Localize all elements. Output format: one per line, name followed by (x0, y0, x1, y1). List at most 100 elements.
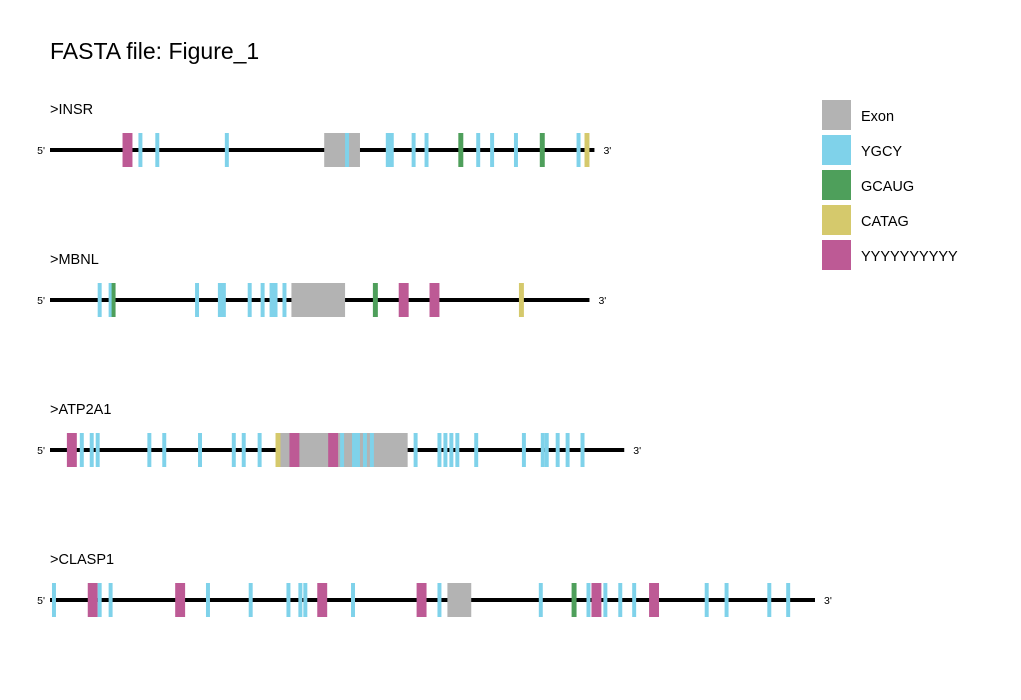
motif-catag (584, 133, 590, 167)
motif-ygcy (580, 433, 585, 467)
motif-ygcy (155, 133, 160, 167)
motif-ygcy (241, 433, 246, 467)
legend-label: Exon (861, 109, 894, 125)
motif-ygcy (603, 583, 608, 617)
motif-ygcy (257, 433, 262, 467)
figure-title: FASTA file: Figure_1 (50, 38, 260, 64)
motif-ygcy (704, 583, 709, 617)
motif-ygcy (474, 433, 479, 467)
motif-gcaug (458, 133, 464, 167)
legend-swatch (822, 205, 851, 235)
exon-block (447, 583, 472, 617)
legend-label: YYYYYYYYYY (861, 249, 958, 265)
motif-ygcy (521, 433, 526, 467)
motif-ygcy (437, 433, 442, 467)
sequence-name: >CLASP1 (50, 552, 114, 568)
motif-ygcy (298, 583, 303, 617)
motif-yyyyyyyyyy (289, 433, 300, 467)
legend-swatch (822, 240, 851, 270)
motif-ygcy (303, 583, 308, 617)
motif-ygcy (352, 433, 360, 467)
motif-catag (275, 433, 281, 467)
three-prime-label: 3' (603, 145, 611, 157)
motif-ygcy (786, 583, 791, 617)
motif-ygcy (162, 433, 167, 467)
motif-catag (518, 283, 524, 317)
motif-ygcy (455, 433, 460, 467)
motif-ygcy (424, 133, 429, 167)
motif-yyyyyyyyyy (429, 283, 440, 317)
motif-ygcy (385, 133, 394, 167)
motif-yyyyyyyyyy (87, 583, 98, 617)
motif-yyyyyyyyyy (175, 583, 186, 617)
motif-ygcy (95, 433, 100, 467)
motif-yyyyyyyyyy (398, 283, 409, 317)
motif-ygcy (224, 133, 229, 167)
motif-gcaug (372, 283, 378, 317)
motif-ygcy (576, 133, 581, 167)
three-prime-label: 3' (633, 445, 641, 457)
motif-ygcy (437, 583, 442, 617)
legend-swatch (822, 170, 851, 200)
legend-item-exon: Exon (822, 100, 894, 130)
motif-ygcy (586, 583, 591, 617)
motif-ygcy (89, 433, 94, 467)
motif-ygcy (231, 433, 236, 467)
motif-ygcy (79, 433, 84, 467)
five-prime-label: 5' (37, 145, 45, 157)
legend-label: YGCY (861, 144, 902, 160)
exon-block (291, 283, 346, 317)
motif-ygcy (411, 133, 416, 167)
motif-yyyyyyyyyy (328, 433, 339, 467)
exon-block (324, 133, 360, 167)
motif-ygcy (247, 283, 252, 317)
motif-yyyyyyyyyy (317, 583, 328, 617)
legend-label: CATAG (861, 214, 909, 230)
motif-ygcy (345, 133, 350, 167)
legend-swatch (822, 135, 851, 165)
legend: Exon YGCY GCAUG CATAG YYYYYYYYYY (822, 100, 958, 270)
motif-gcaug (539, 133, 545, 167)
five-prime-label: 5' (37, 595, 45, 607)
motif-ygcy (138, 133, 143, 167)
legend-label: GCAUG (861, 179, 914, 195)
motif-ygcy (147, 433, 152, 467)
sequence-name: >INSR (50, 102, 93, 118)
five-prime-label: 5' (37, 295, 45, 307)
legend-item-catag: CATAG (822, 205, 909, 235)
motif-ygcy (195, 283, 200, 317)
motif-ygcy (513, 133, 518, 167)
three-prime-label: 3' (598, 295, 606, 307)
motif-ygcy (51, 583, 56, 617)
legend-item-gcaug: GCAUG (822, 170, 914, 200)
legend-swatch (822, 100, 851, 130)
motif-ygcy (282, 283, 287, 317)
motif-ygcy (369, 433, 374, 467)
motif-ygcy (449, 433, 454, 467)
motif-ygcy (198, 433, 203, 467)
motif-ygcy (538, 583, 543, 617)
motif-ygcy (618, 583, 623, 617)
motif-ygcy (544, 433, 549, 467)
sequence-track-clasp1: >CLASP1 5' 3' (37, 552, 832, 617)
motif-ygcy (443, 433, 448, 467)
motif-ygcy (260, 283, 265, 317)
sequence-tracks: >INSR 5' 3' >MBNL 5' 3' >ATP2A1 5' 3' >CLASP1 5' 3' (37, 102, 832, 617)
sequence-track-atp2a1: >ATP2A1 5' 3' (37, 402, 641, 467)
motif-ygcy (97, 583, 102, 617)
motif-ygcy (632, 583, 637, 617)
sequence-name: >ATP2A1 (50, 402, 111, 418)
motif-yyyyyyyyyy (416, 583, 427, 617)
motif-ygcy (724, 583, 729, 617)
motif-ygcy (476, 133, 481, 167)
motif-yyyyyyyyyy (591, 583, 602, 617)
sequence-name: >MBNL (50, 252, 99, 268)
motif-ygcy (217, 283, 226, 317)
motif-ygcy (340, 433, 345, 467)
five-prime-label: 5' (37, 445, 45, 457)
motif-yyyyyyyyyy (66, 433, 77, 467)
three-prime-label: 3' (824, 595, 832, 607)
motif-ygcy (108, 583, 113, 617)
sequence-track-insr: >INSR 5' 3' (37, 102, 611, 167)
